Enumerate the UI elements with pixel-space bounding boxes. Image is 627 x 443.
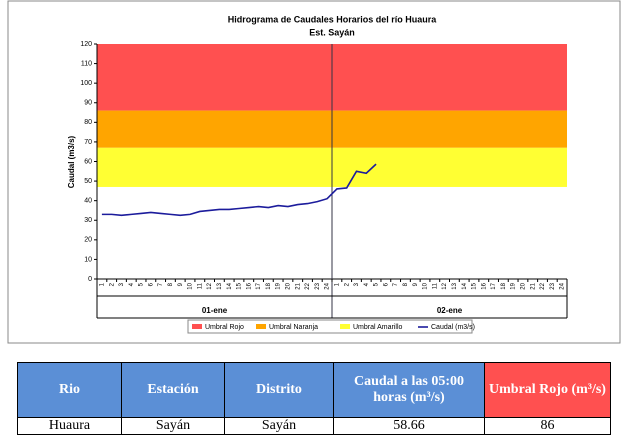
x-tick-label: 22 [540,282,546,289]
x-tick-label: 9 [178,282,184,286]
header-cell: Umbral Rojo (m³/s) [484,362,611,418]
x-tick-label: 1 [334,282,340,286]
x-tick-label: 12 [207,282,213,289]
cell: 58.66 [333,417,485,435]
x-tick-label: 23 [550,282,556,289]
series-line [101,163,377,217]
day-label: 01-ene [202,306,228,315]
legend-box [187,319,473,334]
x-tick-label: 22 [305,282,311,289]
y-tick-label: 10 [84,256,92,263]
x-tick-label: 13 [452,282,458,289]
x-tick-label: 6 [383,282,389,286]
x-tick-label: 18 [266,282,272,289]
chart-title: Hidrograma de Caudales Horarios del río … [228,14,438,24]
y-tick-label: 0 [88,276,92,283]
x-tick-label: 14 [462,282,468,289]
x-tick-label: 10 [423,282,429,289]
header-cell: Estación [121,362,225,418]
x-tick-label: 24 [560,282,566,289]
header-cell: Rio [17,362,122,418]
x-tick-label: 1 [99,282,105,286]
chart-subtitle: Est. Sayán [309,27,355,37]
x-tick-label: 20 [521,282,527,289]
data-row: Huaura Sayán Sayán 58.66 86 [17,417,611,435]
legend-label: Umbral Rojo [205,324,244,331]
cell: Huaura [17,417,122,435]
legend-swatch [340,324,350,329]
x-tick-label: 9 [413,282,419,286]
y-tick-label: 40 [84,198,92,205]
y-tick-label: 20 [84,237,92,244]
legend-label: Umbral Amarillo [353,324,403,331]
x-tick-label: 5 [374,282,380,286]
x-tick-label: 6 [148,282,154,286]
x-tick-label: 5 [139,282,145,286]
legend-label: Caudal (m3/s) [431,324,475,331]
x-tick-label: 8 [168,282,174,286]
x-tick-label: 15 [237,282,243,289]
header-cell: Distrito [224,362,334,418]
y-tick-label: 100 [80,80,92,87]
summary-table: Rio Estación Distrito Caudal a las 05:00… [17,362,611,435]
x-tick-label: 12 [442,282,448,289]
chart: Hidrograma de Caudales Horarios del río … [7,0,621,344]
x-tick-label: 19 [276,282,282,289]
y-axis-label: Caudal (m3/s) [67,135,76,188]
x-tick-label: 11 [197,282,203,289]
x-tick-label: 16 [481,282,487,289]
cell: 86 [484,417,611,435]
x-tick-label: 18 [501,282,507,289]
y-tick-label: 70 [84,139,92,146]
x-tick-label: 20 [286,282,292,289]
cell: Sayán [121,417,225,435]
day-label: 02-ene [437,306,463,315]
x-tick-label: 23 [315,282,321,289]
y-tick-label: 90 [84,100,92,107]
x-tick-label: 24 [325,282,331,289]
cell: Sayán [224,417,334,435]
x-tick-label: 7 [158,282,164,286]
x-tick-label: 15 [472,282,478,289]
x-tick-label: 3 [119,282,125,286]
x-tick-label: 16 [246,282,252,289]
y-tick-label: 30 [84,217,92,224]
x-tick-label: 14 [227,282,233,289]
y-tick-label: 60 [84,158,92,165]
x-tick-label: 21 [295,282,301,289]
x-tick-label: 17 [256,282,262,289]
x-tick-label: 17 [491,282,497,289]
y-tick-label: 120 [80,41,92,48]
x-tick-label: 13 [217,282,223,289]
x-tick-label: 2 [344,282,350,286]
x-tick-label: 2 [109,282,115,286]
x-tick-label: 3 [354,282,360,286]
y-tick-label: 110 [81,60,92,67]
y-tick-label: 80 [84,119,92,126]
x-tick-label: 8 [403,282,409,286]
x-tick-label: 4 [364,282,370,286]
x-tick-label: 4 [129,282,135,286]
x-tick-label: 11 [432,282,438,289]
legend-label: Umbral Naranja [269,324,318,331]
legend-swatch [256,324,266,329]
legend-swatch [192,324,202,329]
y-tick-label: 50 [84,178,92,185]
x-tick-label: 7 [393,282,399,286]
x-tick-label: 21 [530,282,536,289]
header-row: Rio Estación Distrito Caudal a las 05:00… [17,362,611,418]
x-tick-label: 10 [188,282,194,289]
header-cell: Caudal a las 05:00 horas (m³/s) [333,362,485,418]
x-tick-label: 19 [511,282,517,289]
